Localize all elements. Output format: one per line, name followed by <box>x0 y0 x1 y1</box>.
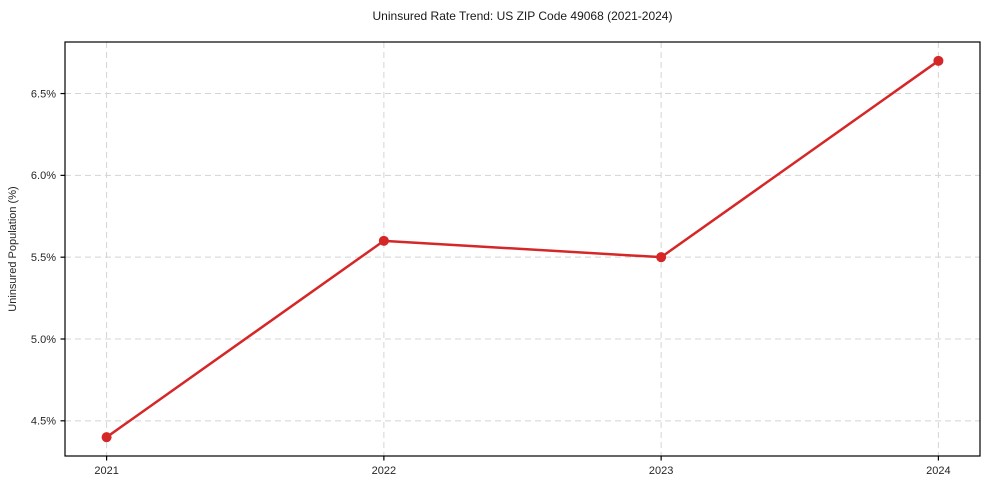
y-tick-label: 5.5% <box>31 252 56 264</box>
x-tick-label: 2021 <box>94 465 118 477</box>
y-tick-label: 4.5% <box>31 416 56 428</box>
x-tick-label: 2022 <box>372 465 396 477</box>
y-tick-label: 6.5% <box>31 88 56 100</box>
data-point <box>378 235 389 246</box>
data-line <box>105 59 940 439</box>
data-point <box>101 432 112 443</box>
data-point <box>933 55 944 66</box>
x-tick-label: 2024 <box>926 465 950 477</box>
data-point <box>656 252 667 263</box>
plot-border <box>64 41 981 457</box>
y-tick-label: 6.0% <box>31 170 56 182</box>
chart-title: Uninsured Rate Trend: US ZIP Code 49068 … <box>372 9 673 23</box>
y-tick-label: 5.0% <box>31 334 56 346</box>
x-tick-label: 2023 <box>649 465 673 477</box>
